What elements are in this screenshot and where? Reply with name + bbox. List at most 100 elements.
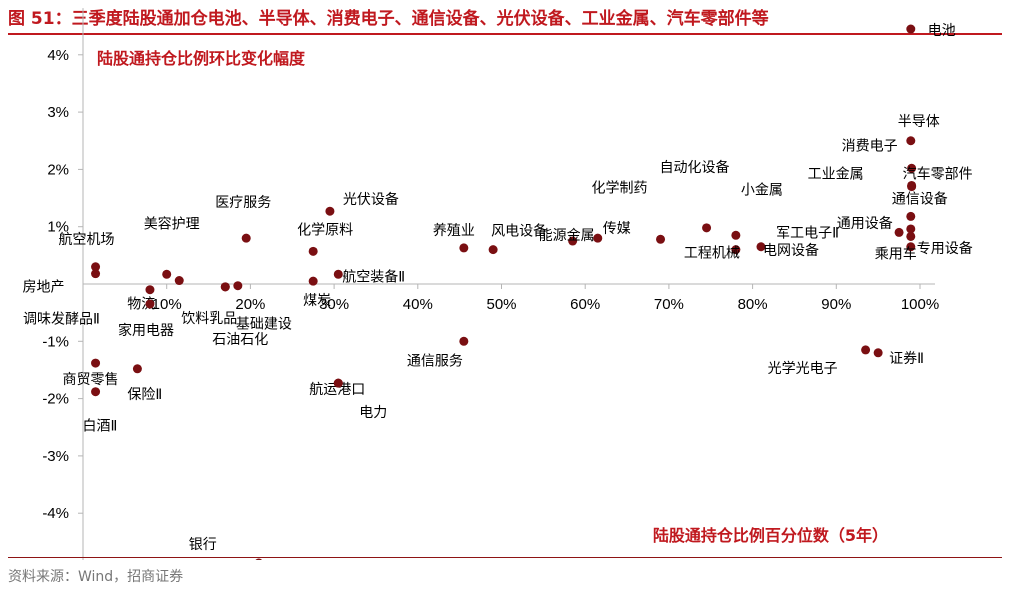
- data-point: [861, 345, 871, 355]
- point-label: 白酒Ⅱ: [83, 419, 118, 435]
- point-label: 消费电子: [842, 138, 898, 154]
- point-label: 通信设备: [892, 190, 948, 207]
- point-label: 保险Ⅱ: [127, 387, 162, 403]
- point-label: 军工电子Ⅱ: [776, 225, 839, 241]
- point-label: 美容护理: [144, 215, 200, 232]
- title-rule: [8, 33, 1002, 35]
- data-point: [873, 348, 883, 358]
- data-point: [233, 281, 243, 291]
- point-label: 光学光电子: [768, 361, 838, 377]
- data-point: [220, 282, 230, 292]
- data-point: [333, 269, 343, 279]
- point-label: 自动化设备: [660, 159, 730, 176]
- point-label: 证券Ⅱ: [889, 351, 924, 367]
- point-label: 通信服务: [407, 353, 463, 369]
- data-point: [241, 233, 251, 243]
- point-label: 煤炭: [303, 293, 331, 309]
- point-label: 光伏设备: [343, 191, 399, 208]
- y-axis-title: 陆股通持仓比例环比变化幅度: [97, 49, 306, 68]
- data-point: [756, 242, 766, 252]
- axes-layer: -5%-4%-3%-2%-1%1%2%3%4%10%20%30%40%50%60…: [42, 8, 939, 560]
- y-tick-label: -4%: [42, 505, 69, 522]
- data-point: [894, 227, 904, 237]
- point-label: 饮料乳品: [181, 311, 237, 327]
- point-label: 航空机场: [59, 232, 115, 248]
- point-label: 基础建设: [236, 316, 292, 333]
- data-point: [731, 245, 741, 255]
- point-label: 家用电器: [118, 322, 174, 339]
- point-label: 商贸零售: [63, 372, 119, 388]
- point-label: 风电设备: [491, 223, 547, 240]
- data-point: [702, 223, 712, 233]
- data-point: [162, 269, 172, 279]
- data-point: [906, 224, 916, 234]
- point-label: 小金属: [741, 182, 783, 198]
- data-point: [906, 231, 916, 241]
- point-label: 化学原料: [297, 222, 353, 238]
- data-point: [459, 336, 469, 346]
- x-tick-label: 80%: [738, 296, 768, 313]
- x-tick-label: 30%: [319, 296, 349, 313]
- point-label: 能源金属: [539, 228, 595, 244]
- data-point: [174, 276, 184, 286]
- x-tick-label: 10%: [152, 296, 182, 313]
- data-point: [308, 276, 318, 286]
- point-label: 航空装备Ⅱ: [342, 268, 405, 285]
- point-label: 电力: [359, 405, 387, 421]
- data-point: [488, 245, 498, 255]
- x-tick-label: 20%: [235, 296, 265, 313]
- point-label: 养殖业: [433, 222, 475, 239]
- x-tick-label: 60%: [570, 296, 600, 313]
- scatter-chart: -5%-4%-3%-2%-1%1%2%3%4%10%20%30%40%50%60…: [23, 8, 973, 560]
- point-label: 半导体: [898, 114, 940, 130]
- data-point: [907, 163, 917, 173]
- point-label: 电池: [928, 23, 956, 39]
- point-label: 工业金属: [808, 167, 864, 183]
- data-point: [906, 24, 916, 34]
- y-tick-label: -1%: [42, 333, 69, 350]
- data-point: [91, 387, 101, 397]
- data-point: [656, 234, 666, 244]
- point-label: 专用设备: [917, 240, 973, 257]
- point-label: 石油石化: [212, 332, 268, 348]
- data-point: [906, 242, 916, 252]
- point-label: 通用设备: [837, 215, 893, 232]
- data-point: [325, 206, 335, 216]
- data-point: [906, 211, 916, 221]
- data-point: [255, 558, 263, 560]
- x-tick-label: 100%: [901, 296, 939, 313]
- point-label: 航运港口: [309, 382, 365, 398]
- data-point: [731, 230, 741, 240]
- data-point: [308, 246, 318, 256]
- x-tick-label: 70%: [654, 296, 684, 313]
- bottom-rule: [8, 557, 1002, 558]
- y-tick-label: 3%: [47, 104, 69, 121]
- y-tick-label: 4%: [47, 47, 69, 64]
- x-tick-label: 90%: [821, 296, 851, 313]
- point-label: 乘用车: [875, 245, 917, 262]
- point-label: 工程机械: [684, 246, 740, 262]
- y-tick-label: -3%: [42, 448, 69, 465]
- x-axis-title: 陆股通持仓比例百分位数（5年）: [653, 526, 888, 545]
- point-label: 汽车零部件: [903, 165, 973, 182]
- data-point: [132, 364, 142, 374]
- point-label: 调味发酵品Ⅱ: [23, 312, 100, 328]
- data-point: [593, 233, 603, 243]
- y-tick-label: 1%: [47, 219, 69, 236]
- point-label: 医疗服务: [215, 195, 271, 211]
- data-point: [907, 180, 917, 190]
- point-label: 化学制药: [592, 180, 648, 196]
- source-note: 资料来源：Wind，招商证券: [8, 569, 184, 585]
- y-tick-label: 2%: [47, 161, 69, 178]
- x-tick-label: 40%: [403, 296, 433, 313]
- data-point: [145, 285, 155, 295]
- data-point: [91, 269, 101, 279]
- data-point: [91, 262, 101, 272]
- data-point: [145, 299, 155, 309]
- figure-title: 图 51：三季度陆股通加仓电池、半导体、消费电子、通信设备、光伏设备、工业金属、…: [8, 9, 769, 29]
- x-tick-label: 50%: [486, 296, 516, 313]
- point-label: 电网设备: [763, 242, 819, 259]
- data-point: [91, 358, 101, 368]
- data-point: [906, 136, 916, 146]
